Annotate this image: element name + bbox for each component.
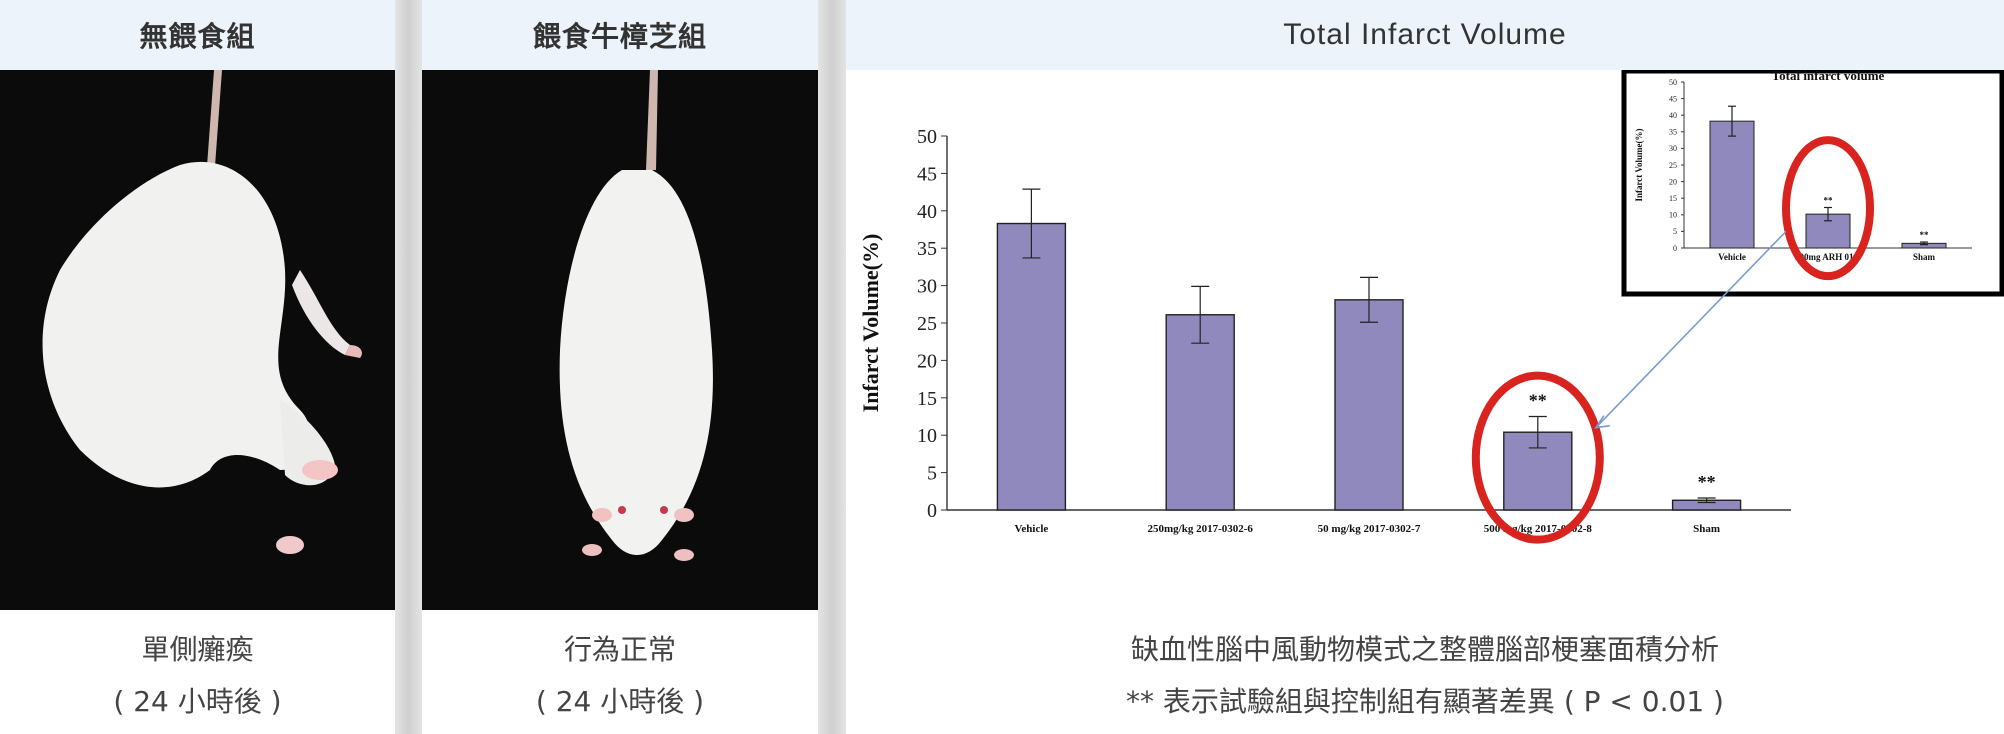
panel-header: 餵食牛樟芝組 [422,0,818,70]
y-axis-label: Infarct Volume(%) [858,234,883,413]
category-label: Vehicle [1014,523,1048,535]
y-tick-label: 15 [1669,194,1677,203]
rat-photo-normal [422,70,818,610]
rat-illustration [0,70,395,610]
y-axis-label: Infarct Volume(%) [1634,128,1644,201]
panel-fed: 餵食牛樟芝組 行為正常 ( 24 小時後 ) [422,0,818,734]
panel-infarct-chart: Total Infarct Volume 0 5 10 15 20 25 30 35 40 45 5… [846,0,2004,734]
y-tick-label: 0 [1673,244,1677,253]
significance-label: ** [1529,391,1547,411]
category-label: Sham [1693,523,1720,535]
y-tick-label: 45 [1669,94,1677,103]
y-tick-label: 5 [927,463,937,485]
y-tick-label: 10 [917,425,937,447]
panel-divider [395,0,422,734]
connector-arrowhead [1594,415,1610,429]
bar [1165,314,1235,511]
y-tick-label: 40 [1669,111,1677,120]
significance-label: ** [1698,472,1716,492]
y-tick-label: 25 [917,313,937,335]
y-tick-label: 10 [1669,211,1677,220]
y-tick-label: 35 [917,238,937,260]
y-tick-label: 15 [917,388,937,410]
y-tick-label: 50 [1669,78,1677,87]
bar [1709,120,1755,249]
chart-title: Total infarct volume [1772,70,1885,83]
significance-label: ** [1920,230,1930,240]
y-tick-label: 20 [917,350,937,372]
panel-no-feed: 無餵食組 單側癱瘓 ( 24 小時後 ) [0,0,395,734]
highlight-circle-main [1471,371,1604,544]
y-tick-label: 5 [1673,227,1677,236]
connector-arrow [1595,230,1787,429]
chart-caption-line2: ** 表示試驗組與控制組有顯著差異 ( P < 0.01 ) [1126,685,1724,718]
rat-photo-paralysis [0,70,395,610]
chart-panel-header: Total Infarct Volume [846,0,2004,70]
y-tick-label: 50 [917,126,937,148]
significance-label: ** [1824,195,1834,205]
rat-illustration [422,70,818,610]
panel-header: 無餵食組 [0,0,395,70]
category-label: 500mg ARH 01-3 [1795,252,1861,262]
chart-caption-line1: 缺血性腦中風動物模式之整體腦部梗塞面積分析 [1130,633,1719,666]
bar [1334,299,1404,511]
y-tick-label: 45 [917,163,937,185]
caption-line1: 行為正常 [563,633,676,666]
bar [996,222,1067,511]
y-tick-label: 20 [1669,177,1677,186]
caption-line2: ( 24 小時後 ) [113,685,282,718]
y-tick-label: 25 [1669,161,1677,170]
y-tick-label: 40 [917,201,937,223]
category-label: Sham [1913,252,1936,262]
caption-line2: ( 24 小時後 ) [535,685,705,718]
category-label: 250mg/kg 2017-0302-6 [1147,523,1253,535]
y-tick-label: 0 [927,500,937,522]
category-label: 50 mg/kg 2017-0302-7 [1318,523,1421,535]
chart-area: 0 5 10 15 20 25 30 35 40 45 50 Infarct Volume(%) Veh… [846,68,2004,610]
category-label: Vehicle [1718,252,1746,262]
y-tick-label: 30 [1669,144,1677,153]
inset-frame [1621,68,2004,297]
y-tick-label: 30 [917,276,937,298]
y-tick-label: 35 [1669,128,1677,137]
panel-divider [818,0,846,734]
caption-line1: 單側癱瘓 [141,633,254,666]
highlight-circle-inset [1782,136,1874,281]
